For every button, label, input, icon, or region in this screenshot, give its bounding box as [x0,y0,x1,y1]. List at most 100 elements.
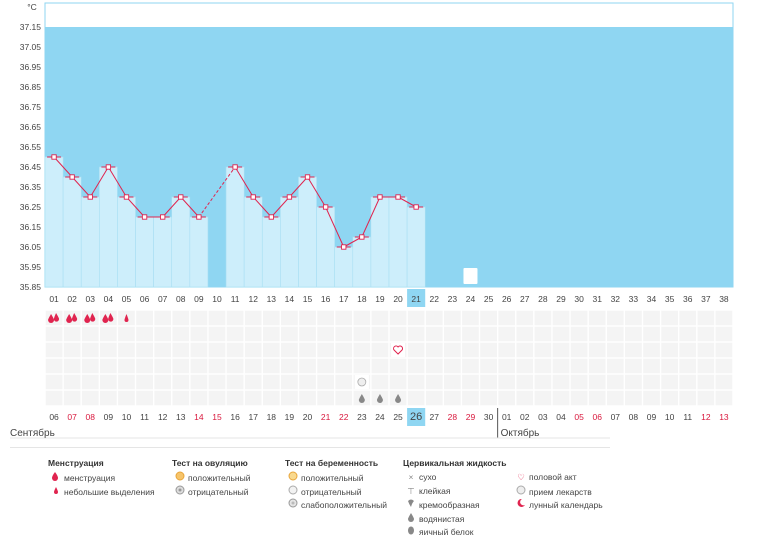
calendar-date-label: 14 [194,412,204,422]
cycle-day-label: 23 [448,294,458,304]
grid-cell [335,358,353,374]
grid-cell [588,374,606,390]
calendar-date-label: 08 [629,412,639,422]
grid-cell [371,374,389,390]
temperature-point [160,214,166,220]
cycle-day-label: 20 [393,294,403,304]
watery-icon [376,394,383,404]
menstruation-icon [108,313,114,322]
temperature-point [341,244,347,250]
grid-cell [317,390,334,406]
legend-item: положительный [172,471,250,485]
legend-item: ♡ половой акт [513,471,603,485]
temperature-bar [280,196,299,288]
grid-cell [154,310,172,326]
grid-cell [208,342,226,358]
pill-icon [513,485,529,500]
grid-cell [154,390,172,406]
watery-icon [403,512,419,527]
grid-cell [534,326,552,342]
grid-cell [534,342,552,358]
grid-cell [552,310,570,326]
grid-cell [208,310,226,326]
unit-label: °C [27,2,37,12]
grid-cell [588,310,606,326]
grid-cell [679,374,697,390]
grid-cell [407,342,425,358]
grid-cell [353,342,371,358]
y-tick-label: 37.15 [20,22,42,32]
grid-cell [244,310,262,326]
grid-cell [154,358,172,374]
grid-cell [262,390,280,406]
grid-cell [190,326,208,342]
grid-cell [715,310,733,326]
grid-cell [136,390,153,406]
current-day-highlight [407,289,426,307]
grid-cell [136,358,153,374]
bbt-chart: °C 37.15 37.05 36.95 36.85 36.75 36.65 36.55 36.… [10,2,734,439]
grid-cell [317,310,334,326]
cycle-day-label: 24 [466,294,476,304]
cycle-day-label: 12 [248,294,258,304]
grid-cell [244,374,262,390]
grid-cell [118,374,135,390]
grid-cell [371,326,389,342]
temperature-bar [117,196,136,288]
temperature-line-segment [107,166,127,198]
cycle-day-label: 09 [194,294,204,304]
legend-label: отрицательный [301,486,362,497]
calendar-date-label: 10 [122,412,132,422]
cycle-day-label: 03 [86,294,96,304]
grid-cell [552,358,570,374]
grid-cell [208,374,226,390]
grid-cell [516,358,534,374]
cycle-day-label: 25 [484,294,494,304]
grid-cell [81,342,99,358]
grid-cell [172,342,190,358]
grid-cell [480,310,497,326]
menstruation-icon [53,313,60,322]
legend-label: яичный белок [419,527,474,537]
calendar-date-label: 12 [158,412,168,422]
grid-cell [226,390,244,406]
temperature-bar [298,176,317,288]
grid-cell [190,342,208,358]
grid-cell [606,390,624,406]
grid-cell [281,342,298,358]
grid-cell [480,326,497,342]
calendar-date-label: 12 [701,412,711,422]
temperature-point [250,194,256,200]
grid-cell [154,342,172,358]
temperature-bar [44,156,64,288]
calendar-date-label: 05 [574,412,584,422]
legend-item: менструация [48,471,155,485]
grid-cell [425,342,443,358]
grid-cell [570,374,588,390]
grid-cell [444,374,461,390]
temperature-bar [62,176,82,288]
grid-cell [679,358,697,374]
grid-cell [625,326,642,342]
grid-cell [462,374,479,390]
legend-cervical-fluid: Цервикальная жидкость × сухо ⊤ клейкая кре… [403,458,506,539]
grid-cell [100,326,117,342]
grid-cell [317,374,334,390]
grid-cell [715,358,733,374]
cycle-day-label: 05 [122,294,132,304]
calendar-date-label: 06 [49,412,59,422]
legend-item: кремообразная [403,498,506,512]
grid-cell [606,342,624,358]
light-spotting-icon [124,314,129,322]
grid-cell [63,390,81,406]
grid-cell [118,358,135,374]
calendar-date-label: 29 [466,412,476,422]
temperature-point [359,234,365,240]
grid-cell [606,326,624,342]
grid-cell [45,374,63,390]
legend-label: сухо [419,472,437,482]
calendar-date-label: 11 [140,412,149,422]
grid-cell [480,358,497,374]
grid-cell [643,374,660,390]
grid-cell [100,310,117,326]
